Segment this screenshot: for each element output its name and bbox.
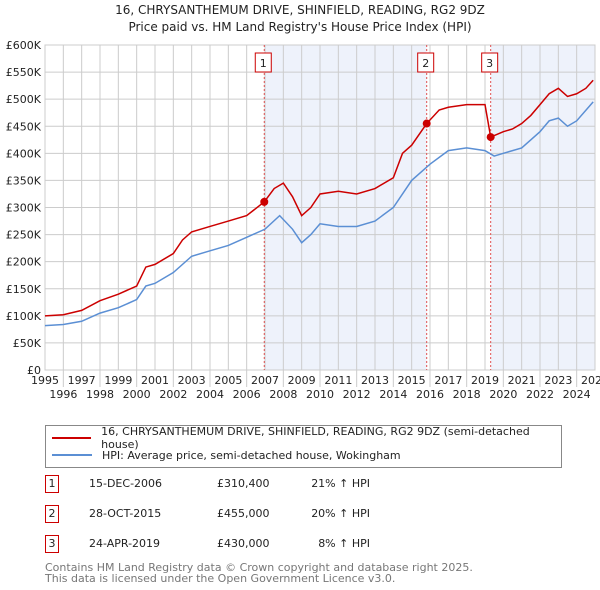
x-tick-label: 2008 xyxy=(269,388,297,401)
sale-point xyxy=(486,133,495,142)
sale-number: 1 xyxy=(45,475,59,493)
x-tick-label: 2018 xyxy=(453,388,481,401)
plot-area: £0 £50K £100K £150K £200K £250K £300K £350K £400… xyxy=(6,39,600,401)
footer-line-2: This data is licensed under the Open Gov… xyxy=(45,572,396,585)
plot-border xyxy=(44,44,596,371)
sale-marker-label: 1 xyxy=(260,57,267,70)
legend-item-hpi: HPI: Average price, semi-detached house,… xyxy=(52,447,401,463)
x-tick-label: 2014 xyxy=(379,388,407,401)
x-tick-label: 2013 xyxy=(361,374,389,387)
x-tick-label: 2025 xyxy=(581,374,600,387)
sale-number: 2 xyxy=(45,505,59,523)
y-tick-label: £350K xyxy=(6,174,42,187)
sale-hpi-diff: 20% ↑ HPI xyxy=(311,507,370,520)
x-tick-label: 2003 xyxy=(178,374,206,387)
y-tick-label: £500K xyxy=(6,93,42,106)
y-tick-label: £600K xyxy=(6,39,42,52)
y-tick-label: £50K xyxy=(13,337,42,350)
y-tick-label: £100K xyxy=(6,310,42,323)
legend-swatch-blue xyxy=(52,454,92,456)
sale-price: £430,000 xyxy=(217,537,270,550)
y-tick-label: £300K xyxy=(6,202,42,215)
y-tick-label: £450K xyxy=(6,120,42,133)
x-tick-label: 1997 xyxy=(68,374,96,387)
sale-hpi-diff: 8% ↑ HPI xyxy=(318,537,370,550)
x-tick-label: 2011 xyxy=(324,374,352,387)
x-tick-label: 2006 xyxy=(233,388,261,401)
chart-title: 16, CHRYSANTHEMUM DRIVE, SHINFIELD, READ… xyxy=(115,3,485,17)
chart-subtitle: Price paid vs. HM Land Registry's House … xyxy=(128,20,472,34)
sale-hpi-diff: 21% ↑ HPI xyxy=(311,477,370,490)
x-tick-label: 2007 xyxy=(251,374,279,387)
y-tick-label: £200K xyxy=(6,256,42,269)
sale-point xyxy=(422,119,431,128)
x-tick-label: 2019 xyxy=(471,374,499,387)
x-tick-label: 2022 xyxy=(526,388,554,401)
y-tick-label: £550K xyxy=(6,66,42,79)
legend-label: HPI: Average price, semi-detached house,… xyxy=(102,448,401,462)
x-tick-label: 2016 xyxy=(416,388,444,401)
x-tick-label: 2015 xyxy=(398,374,426,387)
sale-number: 3 xyxy=(45,535,59,553)
x-tick-label: 2021 xyxy=(508,374,536,387)
x-tick-label: 2024 xyxy=(563,388,591,401)
sale-marker-label: 2 xyxy=(422,57,429,70)
x-tick-label: 2002 xyxy=(159,388,187,401)
sale-marker-box xyxy=(254,52,272,73)
sale-date: 15-DEC-2006 xyxy=(89,477,163,490)
x-tick-label: 2012 xyxy=(343,388,371,401)
sale-marker-box xyxy=(481,52,499,73)
x-tick-label: 1998 xyxy=(86,388,114,401)
y-tick-label: £250K xyxy=(6,229,42,242)
property-price-line xyxy=(44,79,594,317)
x-tick-label: 2017 xyxy=(434,374,462,387)
x-tick-label: 2009 xyxy=(288,374,316,387)
x-tick-label: 2004 xyxy=(196,388,224,401)
legend-swatch-red xyxy=(52,437,92,439)
sale-price: £310,400 xyxy=(217,477,270,490)
y-tick-label: £0 xyxy=(27,364,41,377)
y-tick-label: £150K xyxy=(6,283,42,296)
sale-date: 28-OCT-2015 xyxy=(89,507,162,520)
x-tick-label: 1999 xyxy=(104,374,132,387)
sale-price: £455,000 xyxy=(217,507,270,520)
x-tick-label: 1996 xyxy=(49,388,77,401)
hpi-line xyxy=(44,101,594,327)
x-tick-label: 2005 xyxy=(214,374,242,387)
x-tick-label: 2023 xyxy=(544,374,572,387)
sale-marker-box xyxy=(417,52,435,73)
x-tick-label: 1995 xyxy=(31,374,59,387)
x-tick-label: 2020 xyxy=(489,388,517,401)
x-tick-label: 2001 xyxy=(141,374,169,387)
sale-marker-label: 3 xyxy=(486,57,493,70)
legend-item-property: 16, CHRYSANTHEMUM DRIVE, SHINFIELD, READ… xyxy=(52,425,561,451)
x-tick-label: 2000 xyxy=(123,388,151,401)
legend-label: 16, CHRYSANTHEMUM DRIVE, SHINFIELD, READ… xyxy=(101,425,530,451)
sale-date: 24-APR-2019 xyxy=(89,537,161,550)
y-tick-label: £400K xyxy=(6,147,42,160)
x-tick-label: 2010 xyxy=(306,388,334,401)
legend: 16, CHRYSANTHEMUM DRIVE, SHINFIELD, READ… xyxy=(45,425,562,468)
footer-line-1: Contains HM Land Registry data © Crown c… xyxy=(45,561,473,574)
sale-point xyxy=(260,197,269,206)
